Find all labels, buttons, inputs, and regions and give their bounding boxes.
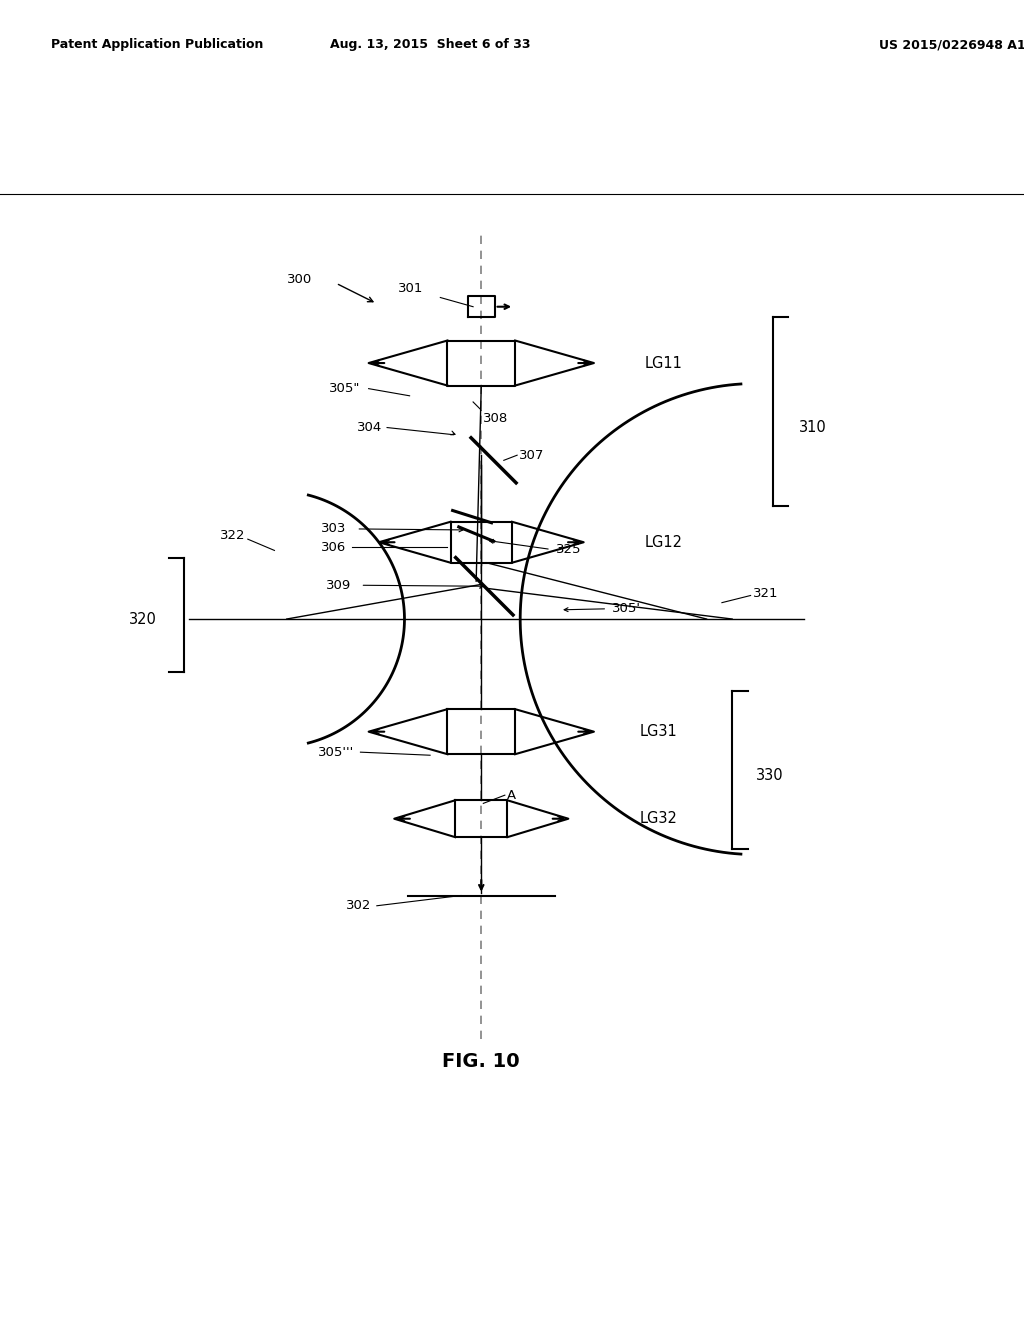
Text: 307: 307 <box>519 449 545 462</box>
Text: 308: 308 <box>483 412 509 425</box>
Text: 330: 330 <box>756 768 783 783</box>
Text: 305''': 305''' <box>318 746 354 759</box>
Text: 322: 322 <box>220 528 246 541</box>
Text: 321: 321 <box>753 587 778 599</box>
Text: 304: 304 <box>356 421 382 434</box>
Text: 300: 300 <box>287 272 312 285</box>
Text: 302: 302 <box>346 899 372 912</box>
Text: 320: 320 <box>129 611 157 627</box>
Text: LG31: LG31 <box>640 725 678 739</box>
Text: A: A <box>507 788 516 801</box>
Text: LG32: LG32 <box>640 812 678 826</box>
Text: FIG. 10: FIG. 10 <box>442 1052 520 1071</box>
Text: 305": 305" <box>329 383 360 395</box>
Text: LG12: LG12 <box>645 535 683 549</box>
Text: 309: 309 <box>326 578 351 591</box>
Text: 305': 305' <box>612 602 641 615</box>
Text: Patent Application Publication: Patent Application Publication <box>51 38 263 51</box>
Text: 306: 306 <box>321 541 346 554</box>
Text: Aug. 13, 2015  Sheet 6 of 33: Aug. 13, 2015 Sheet 6 of 33 <box>330 38 530 51</box>
Text: 301: 301 <box>397 282 423 296</box>
Text: US 2015/0226948 A1: US 2015/0226948 A1 <box>879 38 1024 51</box>
Text: LG11: LG11 <box>645 355 683 371</box>
Text: 303: 303 <box>321 523 346 536</box>
Text: 325: 325 <box>556 543 582 556</box>
Text: 310: 310 <box>799 420 826 434</box>
